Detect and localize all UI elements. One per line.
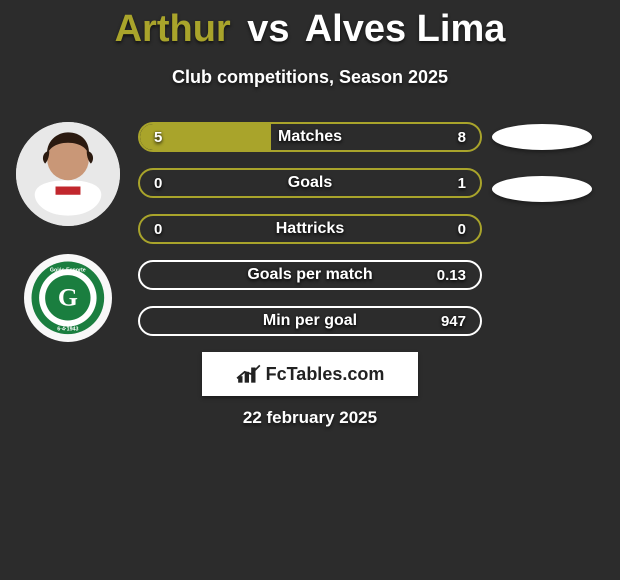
- title-player1: Arthur: [115, 8, 231, 50]
- title-player2: Alves Lima: [305, 8, 506, 50]
- ellipse-placeholder: [492, 176, 592, 202]
- svg-text:G: G: [58, 283, 78, 312]
- stat-row: 0Hattricks0: [138, 214, 482, 244]
- club-avatar: G Goiás Esporte 6·4·1943: [24, 254, 112, 342]
- page-title: Arthur vs Alves Lima: [0, 0, 620, 51]
- stat-row: 0Goals1: [138, 168, 482, 198]
- svg-text:6·4·1943: 6·4·1943: [57, 327, 78, 333]
- stat-label: Goals per match: [140, 262, 480, 288]
- stat-right-value: 0.13: [437, 262, 466, 288]
- stat-row: Min per goal947: [138, 306, 482, 336]
- stat-label: Min per goal: [140, 308, 480, 334]
- stat-row: Goals per match0.13: [138, 260, 482, 290]
- svg-text:Goiás Esporte: Goiás Esporte: [50, 268, 86, 274]
- stat-row: 5Matches8: [138, 122, 482, 152]
- right-ellipses: [492, 124, 602, 228]
- branding-bar: FcTables.com: [202, 352, 418, 396]
- stat-right-value: 1: [458, 170, 466, 196]
- bar-chart-icon: [236, 363, 262, 385]
- date-label: 22 february 2025: [0, 408, 620, 428]
- branding-text: FcTables.com: [266, 364, 385, 385]
- stat-right-value: 0: [458, 216, 466, 242]
- subtitle: Club competitions, Season 2025: [0, 67, 620, 88]
- comparison-card: Arthur vs Alves Lima Club competitions, …: [0, 0, 620, 580]
- player-avatar: [16, 122, 120, 226]
- stat-label: Goals: [140, 170, 480, 196]
- avatars-column: G Goiás Esporte 6·4·1943: [8, 122, 128, 358]
- stats-rows: 5Matches80Goals10Hattricks0Goals per mat…: [138, 122, 482, 352]
- title-vs: vs: [247, 8, 289, 50]
- stat-right-value: 947: [441, 308, 466, 334]
- stat-label: Matches: [140, 124, 480, 150]
- stat-right-value: 8: [458, 124, 466, 150]
- club-badge-svg: G Goiás Esporte 6·4·1943: [30, 260, 106, 336]
- ellipse-placeholder: [492, 124, 592, 150]
- player-avatar-svg: [16, 122, 120, 226]
- stat-label: Hattricks: [140, 216, 480, 242]
